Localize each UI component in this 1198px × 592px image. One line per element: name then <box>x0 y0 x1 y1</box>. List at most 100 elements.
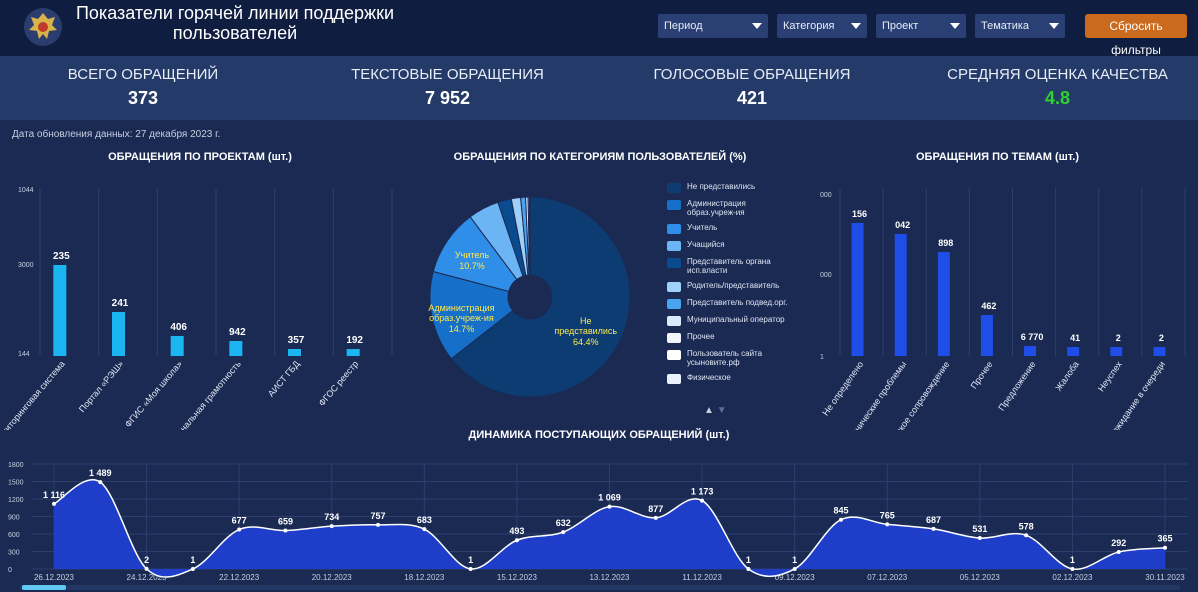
legend-item[interactable]: Родитель/представитель <box>667 281 792 292</box>
data-label: 2 <box>1116 333 1121 343</box>
legend-item[interactable]: Представитель органа исп.власти <box>667 257 792 275</box>
data-point <box>283 528 288 533</box>
legend-item[interactable]: Муниципальный оператор <box>667 315 792 326</box>
x-tick-label: Предложение <box>996 359 1037 412</box>
filter-period[interactable]: Период <box>658 14 768 38</box>
scrollbar-thumb[interactable] <box>22 585 66 590</box>
filter-topic[interactable]: Тематика <box>975 14 1065 38</box>
projects-bar-chart: 1044 3000 144 235 Мониторинговая система 241 П… <box>0 187 393 430</box>
chevron-down-icon <box>752 23 762 29</box>
reset-filters-button[interactable]: Сбросить фильтры <box>1085 14 1187 57</box>
data-label: 942 <box>229 327 246 338</box>
data-point <box>1024 533 1029 538</box>
kpi-value: 4.8 <box>1044 88 1071 108</box>
legend-item[interactable]: Физическое <box>667 373 792 384</box>
data-label: 241 <box>112 298 129 309</box>
data-label: 1 489 <box>89 468 112 478</box>
legend-scroll[interactable]: ▲ ▼ <box>704 405 727 416</box>
legend-item[interactable]: Учитель <box>667 223 792 234</box>
kpi-label: ТЕКСТОВЫЕ ОБРАЩЕНИЯ <box>351 66 544 83</box>
scroll-down-icon[interactable]: ▼ <box>716 405 727 416</box>
legend-label: Родитель/представитель <box>687 281 780 290</box>
data-label: 898 <box>938 238 953 248</box>
data-label: 687 <box>926 515 941 525</box>
data-point <box>653 515 658 520</box>
y-tick-label: 000 <box>820 272 832 279</box>
x-tick-label: Жалоба <box>1053 359 1081 392</box>
data-label: 632 <box>556 518 571 528</box>
chart-title-topics: ОБРАЩЕНИЯ ПО ТЕМАМ (шт.) <box>915 151 1079 163</box>
bar <box>937 252 950 356</box>
legend-swatch <box>667 350 681 360</box>
x-tick-label: 20.12.2023 <box>312 573 353 582</box>
kpi-value: 7 952 <box>424 88 471 108</box>
y-tick-label: 1800 <box>8 462 24 469</box>
x-tick-label: Неуспех <box>1096 359 1124 393</box>
pie-legend: Не представились Администрация образ.учре… <box>667 182 792 402</box>
legend-swatch <box>667 241 681 251</box>
legend-swatch <box>667 282 681 292</box>
pie-slice <box>528 196 531 276</box>
data-point <box>561 530 566 535</box>
legend-swatch <box>667 299 681 309</box>
legend-label: Муниципальный оператор <box>687 315 785 324</box>
data-label: 292 <box>1111 538 1126 548</box>
data-label: 1 173 <box>691 487 714 497</box>
legend-item[interactable]: Пользователь сайта усыновите.рф <box>667 349 792 367</box>
data-label: 192 <box>346 335 363 346</box>
slice-label: Учитель 10.7% <box>455 250 489 271</box>
data-label: 531 <box>972 524 987 534</box>
legend-label: Учитель <box>687 223 718 232</box>
data-point <box>329 524 334 529</box>
legend-swatch <box>667 224 681 234</box>
data-label: 677 <box>232 516 247 526</box>
x-tick-label: 18.12.2023 <box>404 573 445 582</box>
data-label: 683 <box>417 515 432 525</box>
bar <box>1067 347 1080 356</box>
kpi-total: ВСЕГО ОБРАЩЕНИЙ 373 <box>48 66 238 109</box>
data-label: 493 <box>509 526 524 536</box>
legend-item[interactable]: Не представились <box>667 182 792 193</box>
chart-title-projects: ОБРАЩЕНИЯ ПО ПРОЕКТАМ (шт.) <box>108 151 292 163</box>
area-fill <box>54 479 1165 578</box>
page-title: Показатели горячей линии поддержки польз… <box>75 3 395 43</box>
data-label: 156 <box>852 209 867 219</box>
legend-item[interactable]: Прочее <box>667 332 792 343</box>
legend-swatch <box>667 258 681 268</box>
update-date: Дата обновления данных: 27 декабря 2023 … <box>12 129 221 140</box>
kpi-label: ГОЛОСОВЫЕ ОБРАЩЕНИЯ <box>653 66 851 83</box>
x-tick-label: 30.11.2023 <box>1145 573 1185 582</box>
filter-project[interactable]: Проект <box>876 14 966 38</box>
y-tick-label: 600 <box>8 532 20 539</box>
legend-swatch <box>667 316 681 326</box>
scroll-up-icon[interactable]: ▲ <box>704 405 714 416</box>
data-point <box>885 522 890 527</box>
series-line <box>53 479 1166 578</box>
legend-item[interactable]: Представитель подвед.орг. <box>667 298 792 309</box>
legend-label: Не представились <box>687 182 756 191</box>
x-tick-label: 26.12.2023 <box>34 573 75 582</box>
data-point <box>977 536 982 541</box>
scrollbar-track <box>20 585 1180 590</box>
x-tick-label: 22.12.2023 <box>219 573 260 582</box>
bar <box>53 265 67 356</box>
categories-pie-chart: Не представились 64.4% Администрация образ.у… <box>428 196 631 398</box>
data-label: 357 <box>288 335 305 346</box>
legend-item[interactable]: Администрация образ.учреж-ия <box>667 199 792 217</box>
data-label: 1 <box>190 555 195 565</box>
y-tick-label: 1 <box>820 354 824 361</box>
legend-item[interactable]: Учащийся <box>667 240 792 251</box>
data-point <box>144 566 149 571</box>
header-bar: Показатели горячей линии поддержки польз… <box>0 0 1198 57</box>
bar <box>851 223 864 356</box>
chevron-down-icon <box>851 23 861 29</box>
data-label: 1 <box>746 555 751 565</box>
filter-category[interactable]: Категория <box>777 14 867 38</box>
slice-label: Администрация образ.учреж-ия 14.7% <box>428 303 494 334</box>
data-label: 365 <box>1157 534 1172 544</box>
data-label: 734 <box>324 512 339 522</box>
data-label: 659 <box>278 517 293 527</box>
legend-label: Физическое <box>687 373 731 382</box>
y-tick-label: 000 <box>820 192 832 199</box>
data-label: 41 <box>1070 333 1080 343</box>
